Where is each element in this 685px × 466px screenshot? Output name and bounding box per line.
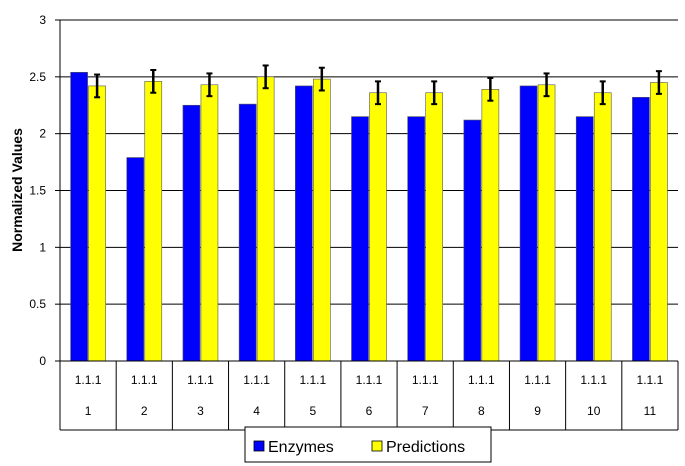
- error-bar-3: [206, 72, 213, 98]
- error-bar-1: [94, 73, 101, 99]
- y-tick-label: 2: [39, 127, 46, 141]
- category-label-bottom: 4: [253, 404, 260, 418]
- bars: [70, 71, 668, 362]
- category-label-top: 1.1.1: [243, 373, 270, 387]
- bar-predictions-5: [313, 78, 331, 362]
- bar-predictions-11: [650, 82, 668, 362]
- bar-predictions-4: [256, 76, 275, 362]
- category-label-top: 1.1.1: [580, 373, 607, 387]
- axes: [59, 20, 678, 362]
- category-label-top: 1.1.1: [637, 373, 664, 387]
- legend-label-predictions: Predictions: [386, 439, 465, 456]
- category-label-top: 1.1.1: [468, 373, 495, 387]
- bar-enzymes-6: [351, 116, 369, 362]
- category-label-bottom: 5: [309, 404, 316, 418]
- category-label-bottom: 2: [141, 404, 148, 418]
- bar-predictions-6: [369, 92, 387, 362]
- y-tick-label: 1: [39, 240, 46, 254]
- error-bar-8: [487, 76, 494, 102]
- category-label-top: 1.1.1: [131, 373, 158, 387]
- y-tick-label: 1.5: [29, 184, 46, 198]
- error-bar-4: [262, 64, 269, 90]
- category-label-bottom: 9: [534, 404, 541, 418]
- y-axis-label: Normalized Values: [9, 128, 25, 252]
- legend-box: [244, 426, 492, 463]
- category-label-bottom: 10: [587, 404, 601, 418]
- bar-enzymes-1: [70, 71, 88, 362]
- y-tick-label: 0: [39, 354, 46, 368]
- bar-predictions-7: [425, 92, 443, 362]
- bar-predictions-10: [593, 92, 612, 362]
- error-bars: [94, 64, 662, 106]
- category-label-top: 1.1.1: [299, 373, 326, 387]
- bar-predictions-9: [537, 84, 556, 362]
- error-bar-10: [599, 80, 606, 106]
- bar-enzymes-7: [407, 116, 425, 362]
- bar-predictions-8: [481, 89, 500, 362]
- bar-enzymes-9: [519, 85, 538, 362]
- category-label-top: 1.1.1: [187, 373, 214, 387]
- category-labels: 1.1.1 1 1.1.1 2 1.1.1 3 1.1.1 4 1.1.1 5 1.1.1 6 1.1.…: [59, 361, 679, 431]
- bar-predictions-2: [144, 81, 163, 362]
- bar-enzymes-3: [182, 104, 201, 362]
- category-label-top: 1.1.1: [75, 373, 102, 387]
- y-tick-label: 3: [39, 13, 46, 27]
- error-bar-11: [655, 70, 662, 95]
- bar-enzymes-8: [463, 119, 482, 362]
- legend-label-enzymes: Enzymes: [268, 439, 334, 456]
- category-label-bottom: 6: [366, 404, 373, 418]
- bar-enzymes-4: [238, 103, 257, 362]
- bar-predictions-1: [88, 85, 106, 362]
- error-bar-9: [543, 72, 550, 98]
- category-label-bottom: 8: [478, 404, 485, 418]
- category-label-bottom: 3: [197, 404, 204, 418]
- gridlines: [55, 19, 678, 362]
- y-tick-label: 2.5: [29, 70, 46, 84]
- bar-enzymes-5: [295, 85, 313, 362]
- legend-swatch-predictions: [371, 440, 383, 452]
- category-label-top: 1.1.1: [412, 373, 439, 387]
- error-bar-2: [150, 69, 157, 94]
- legend-swatch-enzymes: [253, 440, 265, 452]
- bar-predictions-3: [200, 84, 219, 362]
- error-bar-5: [318, 66, 325, 92]
- y-tick-label: 0.5: [29, 297, 46, 311]
- legend: Enzymes Predictions: [244, 426, 492, 463]
- category-label-bottom: 1: [85, 404, 92, 418]
- bar-enzymes-11: [632, 96, 650, 362]
- error-bar-6: [375, 80, 381, 106]
- y-tick-labels: 0 0.5 1 1.5 2 2.5 3: [29, 13, 46, 368]
- category-label-bottom: 7: [422, 404, 429, 418]
- error-bar-7: [431, 80, 438, 106]
- category-label-top: 1.1.1: [356, 373, 383, 387]
- category-label-top: 1.1.1: [524, 373, 551, 387]
- category-label-bottom: 11: [644, 404, 657, 418]
- bar-enzymes-2: [126, 157, 145, 362]
- bar-enzymes-10: [575, 116, 594, 362]
